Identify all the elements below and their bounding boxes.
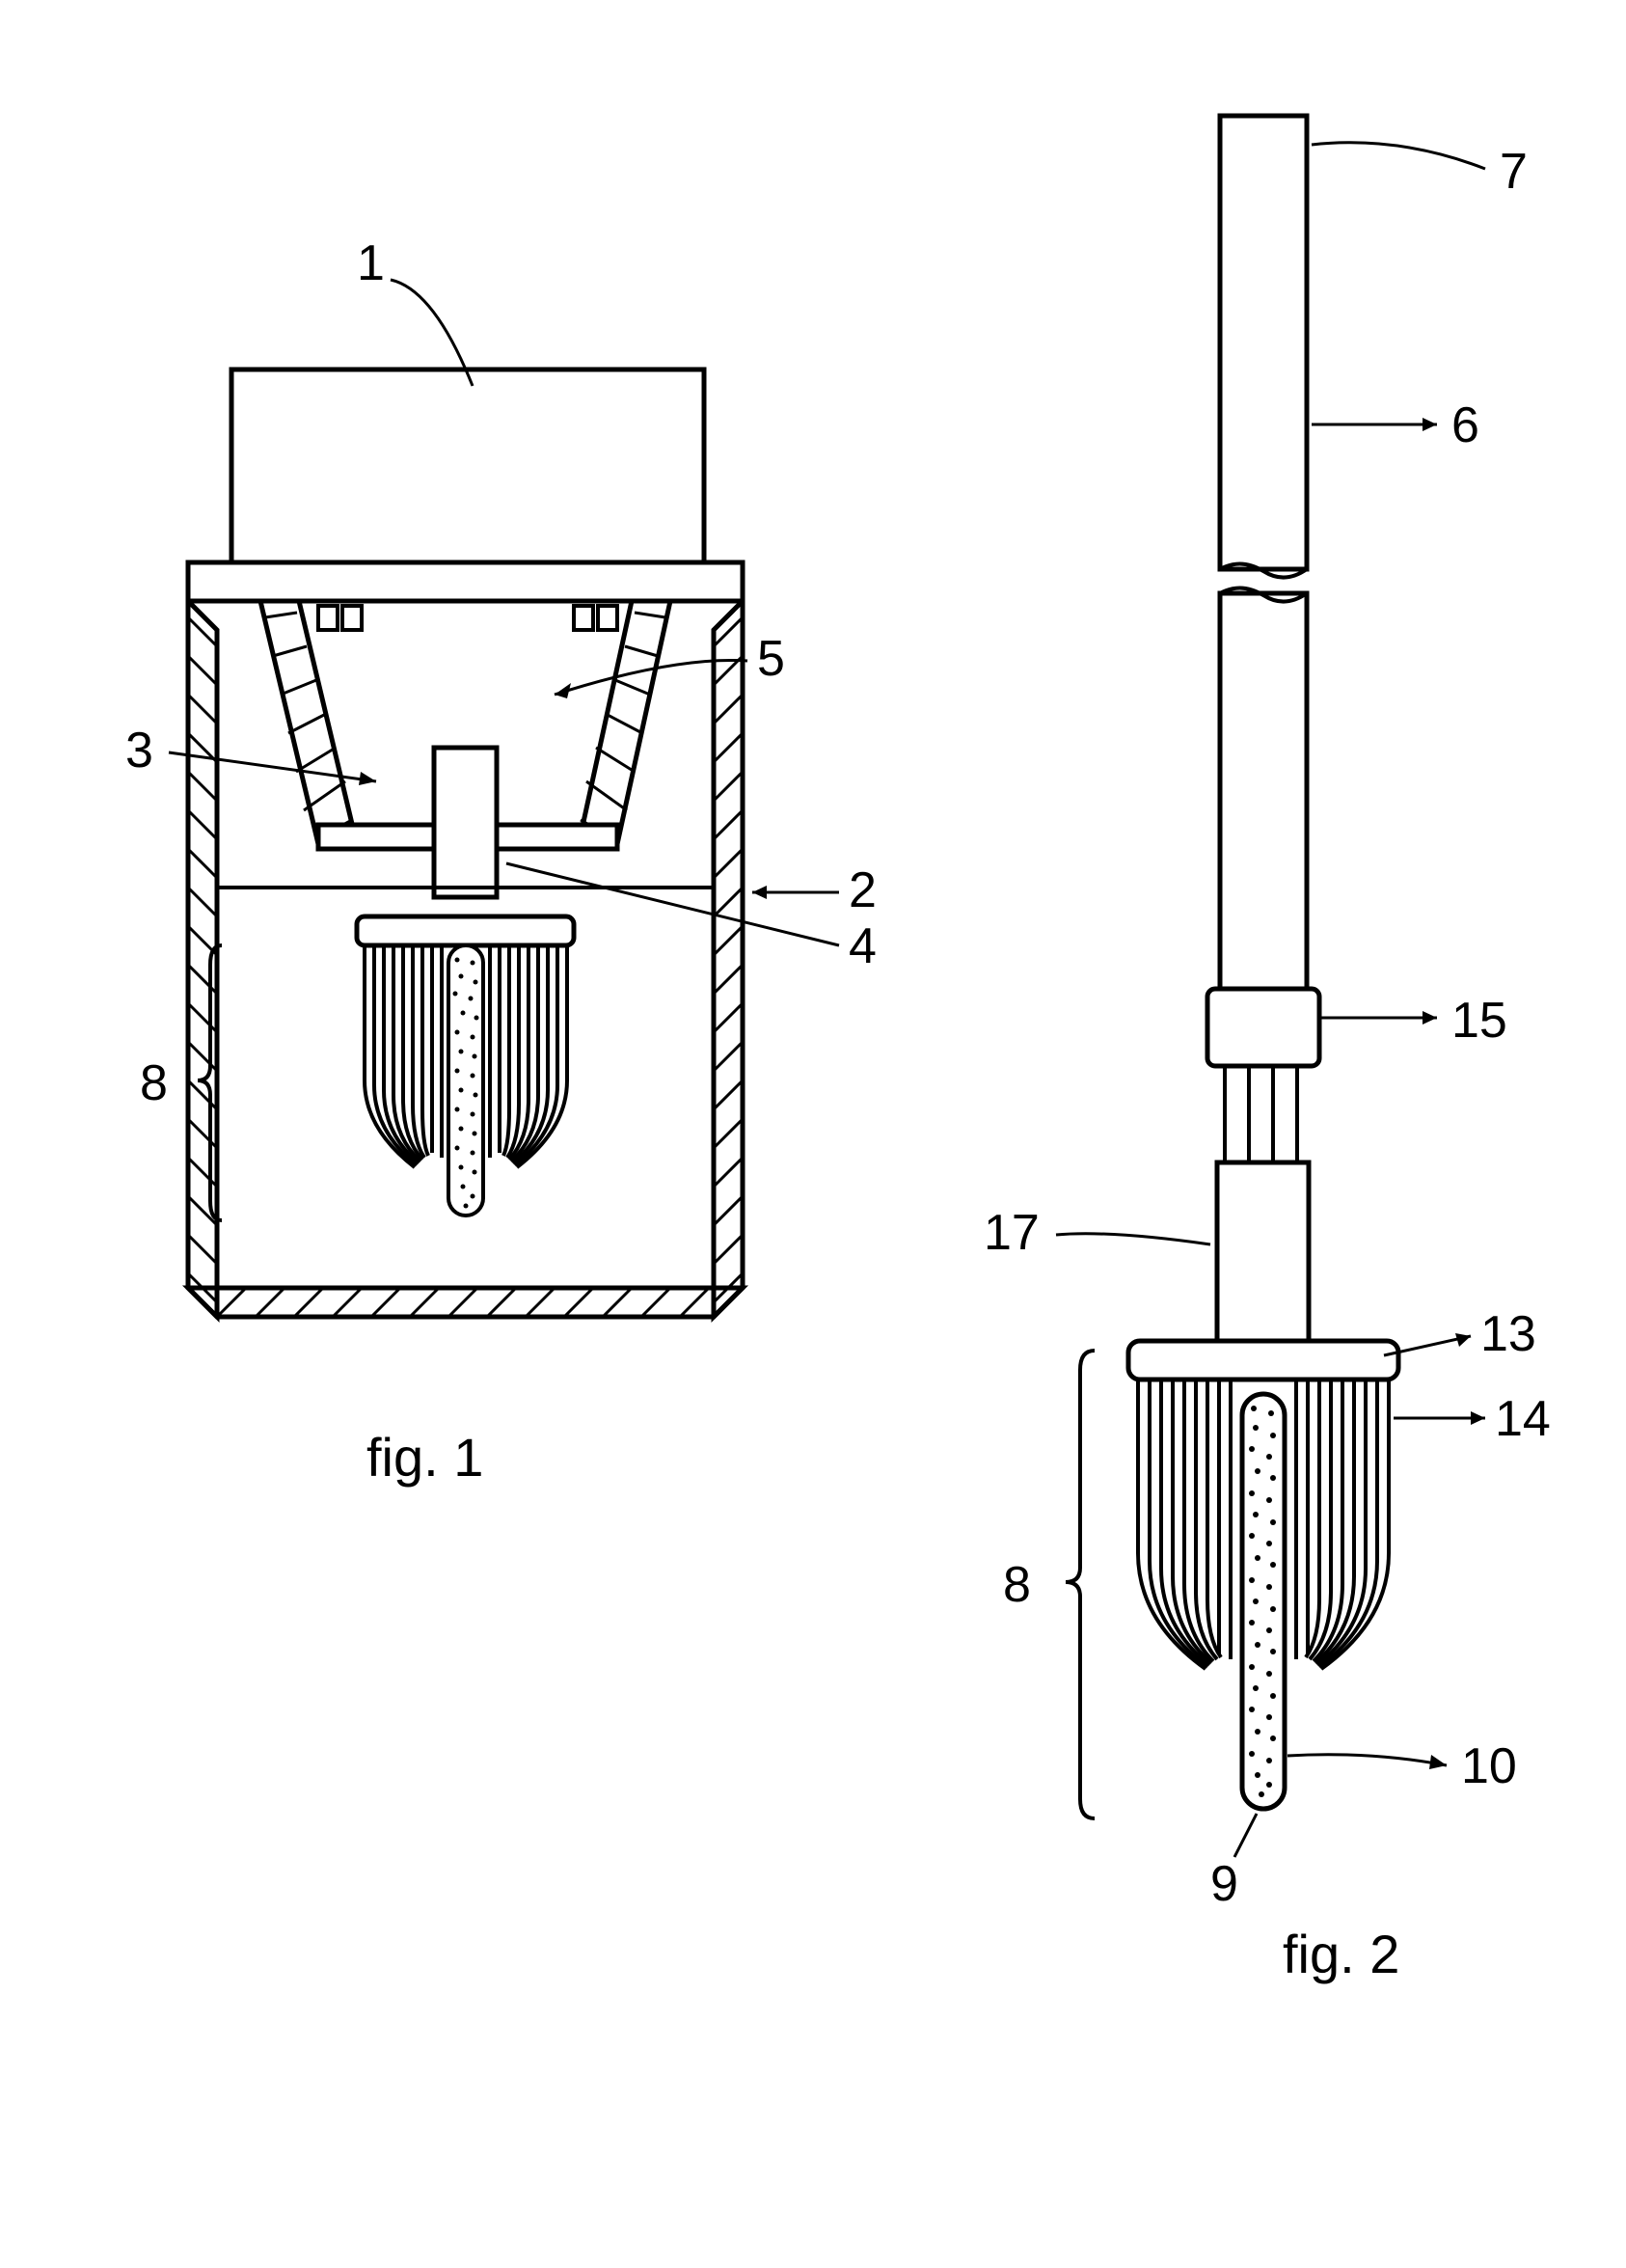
label-15: 15 (1451, 993, 1507, 1049)
flange-plate (188, 562, 743, 601)
label-8-fig1: 8 (140, 1055, 168, 1111)
label-3: 3 (125, 723, 153, 779)
label-13: 13 (1480, 1306, 1536, 1362)
bolt-left (318, 606, 338, 630)
bolt-right (574, 606, 593, 630)
label-14: 14 (1495, 1391, 1551, 1447)
bolt-left2 (342, 606, 362, 630)
label-5: 5 (757, 631, 785, 687)
label-10: 10 (1461, 1738, 1517, 1794)
holder-block (1217, 1162, 1309, 1341)
central-rod-fig2 (1242, 1394, 1285, 1809)
motor-housing (231, 369, 704, 562)
label-1: 1 (357, 235, 385, 291)
label-7: 7 (1500, 144, 1528, 200)
label-6: 6 (1451, 397, 1479, 453)
handle-upper (1220, 116, 1307, 569)
leader-17 (1056, 1234, 1210, 1244)
brush-cap-fig2 (1128, 1341, 1398, 1380)
leader-3 (169, 752, 376, 781)
handle-lower (1220, 593, 1307, 989)
shaft (434, 748, 497, 897)
label-8-fig2: 8 (1003, 1557, 1031, 1613)
figure-2: 7 6 15 17 13 14 10 9 8 fig. 2 (984, 116, 1551, 1984)
brush-assembly-fig1 (357, 916, 574, 1216)
connecting-rods (1225, 1066, 1297, 1162)
label-4: 4 (849, 918, 877, 974)
label-9: 9 (1210, 1856, 1238, 1912)
bolt-right2 (598, 606, 617, 630)
caption-fig1: fig. 1 (366, 1427, 483, 1488)
patent-figures: 1 2 3 4 5 8 fig. 1 (0, 0, 1626, 2268)
label-2: 2 (849, 862, 877, 918)
leader-7 (1312, 143, 1485, 169)
label-17: 17 (984, 1205, 1040, 1261)
coupling (1207, 989, 1319, 1066)
figure-1: 1 2 3 4 5 8 fig. 1 (125, 235, 877, 1488)
leader-10 (1287, 1755, 1447, 1765)
caption-fig2: fig. 2 (1283, 1924, 1399, 1984)
bracket-8-fig2 (1066, 1351, 1095, 1818)
leader-9 (1234, 1814, 1257, 1857)
